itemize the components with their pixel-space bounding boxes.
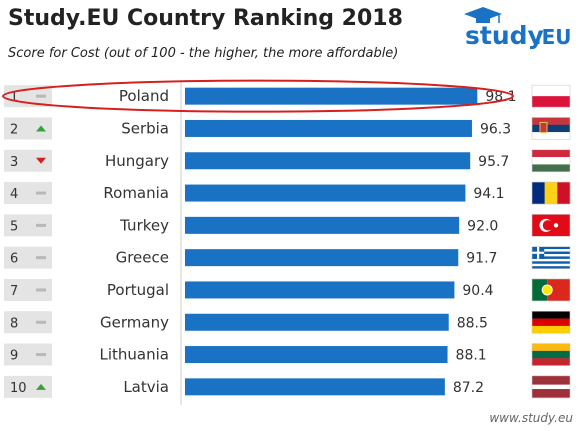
trend-same-icon — [36, 288, 46, 292]
country-label: Poland — [119, 87, 169, 105]
lithuania-flag — [531, 343, 571, 366]
trend-same-icon — [36, 191, 46, 195]
value-label: 96.3 — [480, 121, 511, 137]
trend-up-icon — [36, 383, 46, 390]
chart-row: 10 Latvia 87.2 — [4, 375, 571, 399]
value-label: 88.1 — [456, 348, 487, 364]
trend-down-icon — [36, 157, 46, 164]
graduation-cap-icon — [464, 7, 502, 23]
portugal-flag — [531, 278, 571, 302]
bar — [185, 378, 445, 396]
greece-flag — [531, 246, 571, 269]
country-label: Hungary — [105, 152, 169, 170]
bar — [185, 313, 449, 331]
value-label: 95.7 — [478, 154, 509, 170]
bar — [185, 184, 466, 202]
bar — [185, 119, 472, 137]
rank-box — [4, 375, 52, 398]
rank-number: 6 — [10, 252, 18, 267]
logo-text-main: study — [465, 21, 544, 50]
chart-row: 4 Romania 94.1 — [4, 181, 571, 205]
highlight-ellipse — [2, 79, 514, 113]
country-label: Latvia — [123, 378, 169, 396]
trend-same-icon — [36, 320, 46, 324]
rank-number: 5 — [10, 219, 18, 234]
chart-row: 8 Germany 88.5 — [4, 310, 571, 334]
value-label: 94.1 — [473, 186, 504, 202]
chart-row: 9 Lithuania 88.1 — [4, 343, 571, 366]
rank-box — [4, 149, 52, 172]
value-label: 91.7 — [466, 251, 497, 267]
country-label: Lithuania — [100, 346, 169, 364]
bar — [185, 152, 471, 170]
country-label: Serbia — [121, 119, 169, 137]
rank-number: 1 — [10, 90, 18, 105]
chart-title: Study.EU Country Ranking 2018 — [8, 6, 403, 31]
value-label: 87.2 — [453, 380, 484, 396]
country-label: Portugal — [107, 281, 169, 299]
rank-number: 8 — [10, 316, 18, 331]
chart-row: 2 Serbia 96.3 — [4, 117, 571, 140]
rank-box — [4, 214, 52, 237]
latvia-flag — [531, 375, 571, 399]
romania-flag — [531, 181, 571, 205]
rank-number: 3 — [10, 155, 18, 170]
hungary-flag — [531, 149, 571, 173]
rank-number: 4 — [10, 187, 18, 202]
chart-subtitle: Score for Cost (out of 100 - the higher,… — [8, 46, 399, 61]
germany-flag — [531, 310, 571, 334]
country-label: Romania — [103, 184, 169, 202]
trend-same-icon — [36, 256, 46, 260]
trend-same-icon — [36, 353, 46, 357]
country-label: Turkey — [119, 216, 169, 234]
rank-box — [4, 343, 52, 366]
trend-up-icon — [36, 125, 46, 132]
country-label: Greece — [116, 249, 169, 267]
rank-box — [4, 117, 52, 140]
bar — [185, 346, 448, 364]
bar — [185, 87, 478, 105]
value-label: 90.4 — [462, 283, 493, 299]
rank-number: 7 — [10, 284, 18, 299]
trend-same-icon — [36, 223, 46, 227]
bar — [185, 281, 455, 299]
rank-box — [4, 311, 52, 334]
value-label: 88.5 — [457, 315, 488, 331]
chart-row: 3 Hungary 95.7 — [4, 149, 571, 173]
chart-row: 1 Poland 98.1 — [4, 84, 571, 108]
rank-number: 10 — [10, 381, 27, 396]
poland-flag — [531, 84, 571, 108]
rank-number: 2 — [10, 122, 18, 137]
rank-box — [4, 246, 52, 269]
value-label: 92.0 — [467, 218, 498, 234]
chart-row: 7 Portugal 90.4 — [4, 278, 571, 302]
turkey-flag — [531, 214, 571, 237]
rank-number: 9 — [10, 349, 18, 364]
bar — [185, 216, 460, 234]
serbia-flag — [531, 117, 571, 140]
bar — [185, 249, 459, 267]
credit-text: www.study.eu — [489, 411, 573, 425]
chart-row: 5 Turkey 92.0 — [4, 214, 571, 237]
rank-box — [4, 278, 52, 301]
country-label: Germany — [100, 313, 169, 331]
study-eu-logo: study .EU — [464, 7, 572, 50]
rank-box — [4, 182, 52, 205]
trend-same-icon — [36, 94, 46, 98]
logo-text-suffix: .EU — [534, 25, 572, 49]
chart-row: 6 Greece 91.7 — [4, 246, 571, 269]
